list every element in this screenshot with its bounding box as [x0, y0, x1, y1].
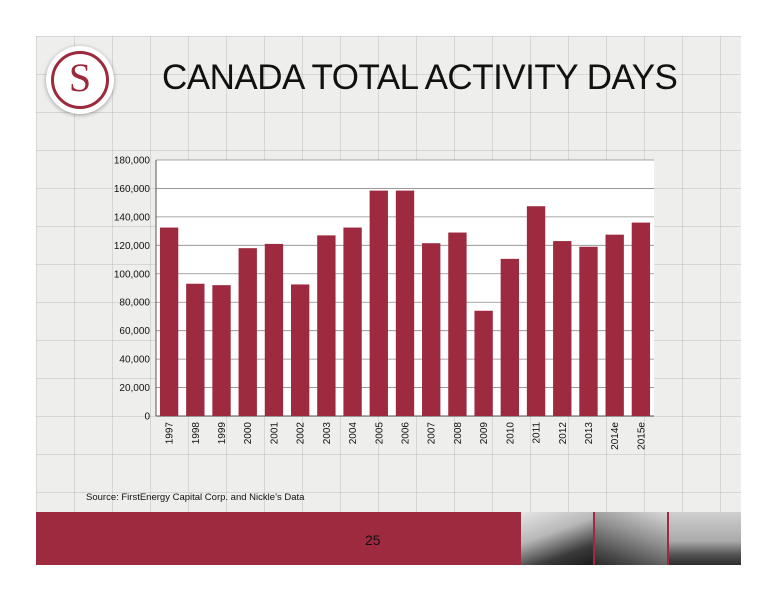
x-tick-label: 2010 — [505, 422, 516, 445]
drilling-rig-photo-1 — [521, 512, 593, 565]
y-tick-label: 0 — [144, 412, 150, 423]
x-tick-label: 2011 — [532, 422, 543, 444]
y-tick-label: 120,000 — [114, 241, 151, 252]
bar — [186, 283, 205, 416]
x-tick-label: 2009 — [479, 422, 490, 445]
y-tick-label: 80,000 — [119, 298, 150, 309]
bar — [238, 248, 257, 416]
bar — [605, 234, 624, 416]
x-tick-label: 2003 — [322, 422, 333, 445]
y-tick-label: 180,000 — [114, 156, 151, 167]
bar — [448, 232, 467, 416]
y-tick-label: 100,000 — [114, 269, 151, 280]
x-tick-label: 2013 — [584, 422, 595, 445]
bar — [369, 190, 388, 416]
company-s-logo-icon: S — [46, 46, 114, 114]
bar — [422, 243, 441, 416]
bar — [290, 284, 310, 416]
bar — [264, 243, 284, 416]
x-tick-label: 2000 — [243, 422, 254, 445]
bar — [159, 227, 179, 416]
page-number: 25 — [365, 532, 381, 548]
logo-ring — [51, 51, 109, 109]
bar — [317, 235, 336, 416]
bar — [500, 258, 520, 416]
x-tick-label: 2015e — [636, 422, 647, 450]
x-tick-label: 1997 — [165, 422, 176, 445]
drilling-rig-photo-3 — [669, 512, 741, 565]
x-tick-label: 1999 — [217, 422, 228, 445]
x-tick-label: 2002 — [296, 422, 307, 445]
x-tick-label: 2006 — [401, 422, 412, 445]
activity-days-bar-chart: 0 20,000 40,000 60,000 80,000 100,000 120,000 1… — [114, 156, 654, 450]
logo-letter: S — [68, 55, 92, 100]
x-tick-label: 2001 — [269, 422, 280, 445]
bar — [631, 222, 651, 416]
bar — [553, 241, 572, 416]
page-title: CANADA TOTAL ACTIVITY DAYS — [162, 58, 678, 97]
x-tick-label: 2004 — [348, 422, 359, 445]
bar — [343, 227, 362, 416]
bar — [474, 310, 493, 416]
y-tick-label: 20,000 — [119, 383, 150, 394]
slide: S CANADA TOTAL ACTIVITY DAYS 0 20,000 40,0… — [36, 36, 741, 565]
y-tick-label: 160,000 — [114, 184, 151, 195]
x-tick-label: 2005 — [374, 422, 385, 445]
x-tick-label: 2014e — [610, 422, 621, 450]
x-tick-label: 2007 — [427, 422, 438, 445]
bar — [579, 246, 598, 416]
bar — [395, 190, 415, 416]
source-note: Source: FirstEnergy Capital Corp. and Ni… — [86, 492, 305, 503]
y-tick-label: 140,000 — [114, 212, 151, 223]
x-tick-label: 2008 — [453, 422, 464, 445]
y-tick-label: 60,000 — [119, 326, 150, 337]
bar — [212, 285, 231, 416]
x-tick-label: 1998 — [191, 422, 202, 445]
x-tick-label: 2012 — [558, 422, 569, 445]
drilling-rig-photo-2 — [595, 512, 667, 565]
bar — [526, 206, 546, 416]
y-tick-label: 40,000 — [119, 355, 150, 366]
